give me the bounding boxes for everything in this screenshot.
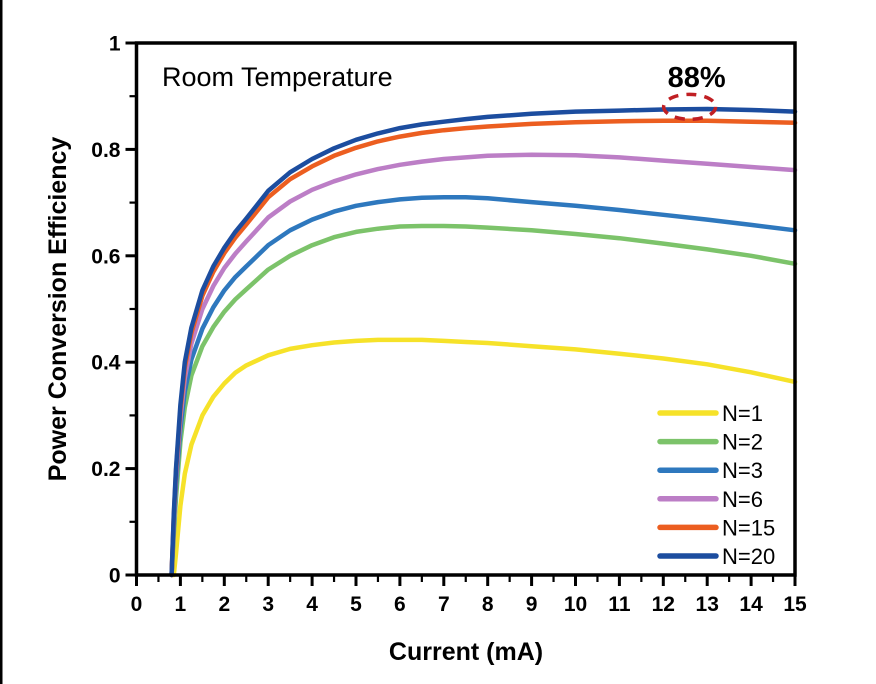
efficiency-callout-ellipse	[661, 92, 718, 122]
x-tick-label: 15	[783, 593, 807, 616]
legend-label-n3: N=3	[722, 458, 763, 483]
x-tick-label: 10	[564, 593, 587, 616]
x-axis-title: Current (mA)	[389, 638, 543, 666]
legend-label-n15: N=15	[722, 515, 775, 540]
curve-n3	[169, 195, 798, 578]
x-tick-label: 1	[175, 593, 187, 616]
x-tick-label: 4	[306, 593, 318, 616]
plot-area	[134, 41, 797, 577]
x-tick-label: 11	[608, 593, 631, 616]
y-tick-label: 0	[109, 565, 121, 588]
legend-label-n2: N=2	[722, 430, 763, 455]
legend: N=1 N=2 N=3 N=6 N=15 N=20	[657, 401, 775, 569]
x-tick-label: 5	[350, 593, 362, 616]
x-tick-label: 8	[482, 593, 494, 616]
x-tick-label: 9	[526, 593, 538, 616]
x-tick-label: 3	[262, 593, 274, 616]
curve-n1	[169, 337, 798, 578]
x-tick-label: 14	[739, 593, 763, 616]
left-edge-bar	[0, 0, 3, 684]
axis-ticks	[125, 41, 797, 586]
legend-label-n20: N=20	[722, 544, 775, 569]
curve-n15	[169, 118, 798, 578]
x-tick-label: 0	[131, 593, 143, 616]
y-axis-title: Power Conversion Efficiency	[44, 137, 72, 482]
efficiency-callout-label: 88%	[668, 62, 726, 94]
x-tick-label: 12	[652, 593, 675, 616]
curve-n2	[169, 223, 798, 578]
y-tick-label: 0.4	[91, 352, 121, 375]
data-curves	[169, 106, 798, 578]
curve-n20	[169, 106, 798, 578]
x-tick-label: 6	[394, 593, 406, 616]
x-tick-label: 2	[218, 593, 230, 616]
x-tick-label: 7	[438, 593, 450, 616]
y-tick-label: 0.8	[91, 139, 121, 162]
legend-label-n6: N=6	[722, 487, 763, 512]
y-tick-label: 0.2	[91, 458, 120, 481]
y-tick-label: 1	[109, 33, 121, 56]
y-tick-label: 0.6	[91, 245, 120, 268]
room-temperature-label: Room Temperature	[162, 62, 393, 92]
legend-label-n1: N=1	[722, 401, 763, 426]
x-tick-label: 13	[696, 593, 719, 616]
